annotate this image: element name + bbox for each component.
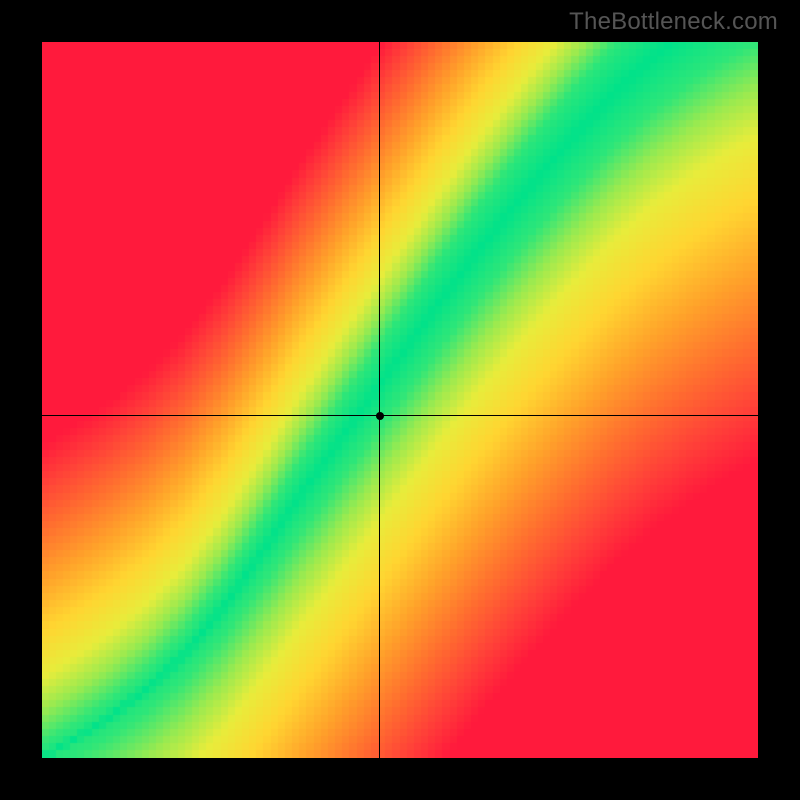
watermark-text: TheBottleneck.com xyxy=(569,8,778,36)
bottleneck-heatmap xyxy=(42,42,758,758)
crosshair-horizontal xyxy=(42,415,758,416)
crosshair-vertical xyxy=(379,42,380,758)
chart-container: TheBottleneck.com xyxy=(0,0,800,800)
crosshair-dot xyxy=(376,412,384,420)
